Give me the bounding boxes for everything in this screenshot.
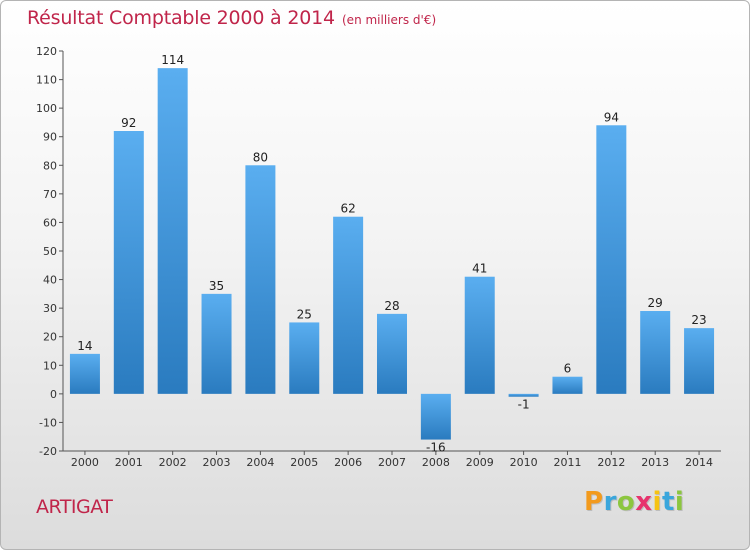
data-label-2013: 29 [648, 296, 663, 310]
chart-subtitle: (en milliers d'€) [342, 13, 437, 27]
y-tick-label: 50 [43, 245, 57, 258]
y-tick-label: 110 [36, 74, 57, 87]
bar-2006[interactable] [333, 216, 364, 394]
bar-2008[interactable] [420, 393, 451, 440]
y-tick-label: 20 [43, 331, 57, 344]
x-tick-label: 2008 [422, 456, 450, 469]
proxiti-logo[interactable]: Proxiti [584, 487, 684, 517]
data-label-2012: 94 [604, 110, 619, 124]
x-tick-label: 2012 [597, 456, 625, 469]
x-axis: 2000 2001 2002 2003 2004 2005 2006 2007 2008 2009… [63, 450, 721, 469]
logo-letter: i [674, 487, 685, 517]
y-axis: -20 -10 0 10 20 30 40 50 60 70 80 90 100 110 120 [36, 45, 64, 458]
x-tick-label: 2013 [641, 456, 669, 469]
y-tick-label: 120 [36, 45, 57, 58]
bar-2000[interactable] [69, 353, 100, 394]
logo-letter: i [652, 487, 662, 517]
commune-name: ARTIGAT [36, 496, 113, 518]
bar-2005[interactable] [289, 322, 320, 394]
bar-2010[interactable] [508, 393, 539, 397]
logo-letter: x [635, 487, 653, 517]
data-label-2003: 35 [209, 279, 224, 293]
bar-2012[interactable] [596, 125, 627, 394]
y-tick-label: 90 [43, 131, 57, 144]
bar-2011[interactable] [552, 376, 583, 394]
y-tick-label: 0 [50, 388, 57, 401]
data-label-2007: 28 [384, 299, 399, 313]
data-label-2000: 14 [77, 339, 92, 353]
data-label-2011: 6 [564, 362, 572, 376]
x-tick-label: 2001 [115, 456, 143, 469]
x-tick-label: 2010 [510, 456, 538, 469]
data-label-2001: 92 [121, 116, 136, 130]
bar-2014[interactable] [684, 328, 715, 394]
x-tick-label: 2004 [246, 456, 274, 469]
x-tick-label: 2007 [378, 456, 406, 469]
y-tick-label: 30 [43, 302, 57, 315]
x-tick-label: 2009 [466, 456, 494, 469]
bar-2002[interactable] [157, 68, 188, 394]
data-label-2005: 25 [297, 307, 312, 321]
y-tick-label: 100 [36, 102, 57, 115]
y-tick-label: 40 [43, 274, 57, 287]
data-label-2008: -16 [426, 441, 446, 455]
x-tick-label: 2003 [203, 456, 231, 469]
data-label-2004: 80 [253, 150, 268, 164]
data-label-2002: 114 [161, 53, 184, 67]
logo-letter: r [603, 487, 617, 517]
y-tick-label: -20 [39, 445, 57, 458]
data-label-2014: 23 [691, 313, 706, 327]
bar-2003[interactable] [201, 293, 232, 394]
y-tick-label: 60 [43, 216, 57, 229]
x-tick-label: 2005 [290, 456, 318, 469]
logo-letter: t [661, 487, 675, 517]
bar-2013[interactable] [640, 311, 671, 394]
y-tick-label: 70 [43, 188, 57, 201]
y-tick-label: -10 [39, 416, 57, 429]
chart-title: Résultat Comptable 2000 à 2014 [27, 7, 335, 29]
x-tick-label: 2006 [334, 456, 362, 469]
logo-letter: P [584, 487, 604, 517]
x-tick-label: 2000 [71, 456, 99, 469]
x-tick-label: 2014 [685, 456, 713, 469]
x-tick-label: 2002 [159, 456, 187, 469]
logo-letter: o [616, 487, 636, 517]
y-tick-label: 10 [43, 359, 57, 372]
bars-group [69, 68, 715, 440]
y-tick-label: 80 [43, 159, 57, 172]
bar-2001[interactable] [113, 131, 144, 394]
data-label-2010: -1 [518, 398, 530, 412]
bar-2007[interactable] [377, 313, 407, 394]
bar-2004[interactable] [245, 165, 276, 394]
data-label-2009: 41 [472, 262, 487, 276]
x-tick-label: 2011 [553, 456, 581, 469]
bar-2009[interactable] [464, 276, 495, 394]
data-label-2006: 62 [340, 202, 355, 216]
